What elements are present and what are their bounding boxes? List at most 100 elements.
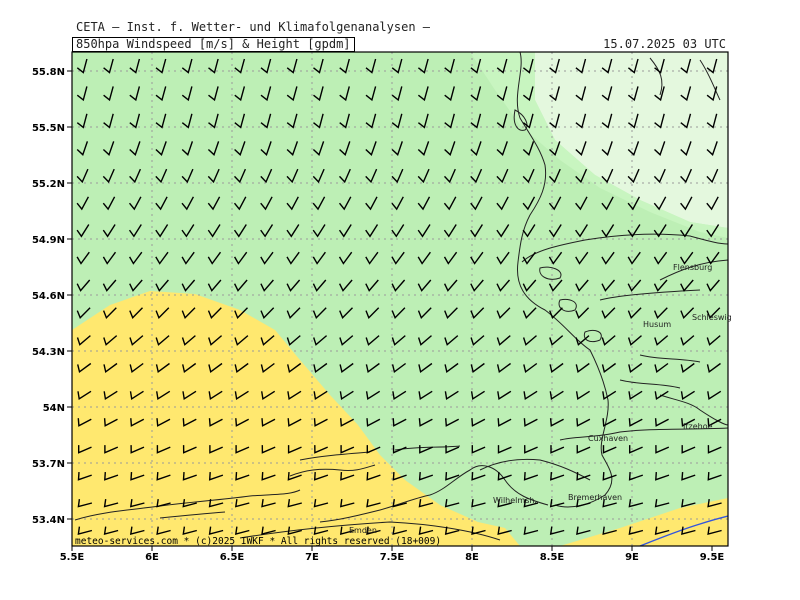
wind-barb [234,307,248,319]
latitude-axis: 55.8N 55.5N 55.2N 54.9N 54.6N 54.3N 54N 53.7N 53… [32,67,72,526]
wind-barbs [76,58,722,536]
wind-barb [627,168,640,184]
wind-barb [260,279,274,292]
wind-barb [497,498,512,508]
wind-barb [628,526,644,536]
wind-barb [286,196,299,211]
wind-barb [654,86,665,102]
wind-barb [234,86,246,102]
wind-barb [130,445,145,454]
wind-barb [103,86,114,102]
wind-barb [681,472,696,481]
wind-barb [680,362,695,373]
wind-barb [339,390,354,400]
wind-barb [628,362,643,373]
wind-barb [418,498,434,508]
wind-barb [418,362,433,373]
wind-barb [234,362,249,373]
lat-label: 55.8N [32,67,65,78]
header-parameter: 850hpa Windspeed [m/s] & Height [gpdm] [72,37,355,52]
wind-barb [76,279,91,292]
wind-barb [496,141,508,156]
wind-barb [470,224,483,238]
lon-label: 8E [465,552,479,563]
wind-barb [103,390,118,400]
wind-barb [392,390,407,400]
wind-barb [550,445,565,454]
wind-barb [654,362,669,373]
map-field [72,52,728,546]
wind-barb [575,224,588,238]
wind-barb [601,251,615,265]
wind-barb [207,307,222,319]
wind-barb [601,335,616,346]
wind-barb [182,472,197,481]
wind-barb [576,445,591,454]
wind-barb [549,86,560,102]
wind-barb [418,526,434,536]
wind-barb [653,196,667,211]
wind-barb [392,472,407,481]
wind-barb [418,390,433,400]
wind-barb [549,141,561,156]
wind-barb [629,445,643,454]
wind-barb [419,445,433,454]
wind-barb [471,499,486,508]
wind-barb [102,307,117,319]
city-wilhelmshaven: Wilhelmsh. [493,496,537,505]
wind-barb [706,224,720,238]
wind-barb [286,224,300,238]
wind-barb [418,472,434,481]
wind-barb [77,362,92,373]
wind-barb [654,58,665,74]
wind-barb [627,58,639,74]
wind-barb [417,335,432,346]
wind-barb [76,196,90,211]
wind-barb [208,362,223,373]
wind-barb [233,224,247,238]
wind-barb [470,251,484,265]
wind-barb [366,418,381,427]
wind-barb [391,251,405,265]
wind-barb [417,279,432,292]
wind-barb [128,251,143,265]
wind-barb [444,362,459,373]
city-schleswig: Schleswig [692,313,732,322]
wind-barb [76,86,88,102]
wind-barb [444,86,455,102]
wind-barb [233,168,247,184]
wind-barb [313,86,324,102]
city-itzehoe: Itzehoe [683,422,713,431]
wind-barb [287,498,302,508]
lon-label: 9.5E [700,552,725,563]
wind-barb [706,335,721,346]
wind-barb [182,526,197,536]
wind-barb [470,58,482,74]
wind-speed-band-light-green [470,52,728,238]
wind-barb [627,86,639,102]
wind-barb [497,445,512,454]
wind-barb [235,445,250,454]
wind-barb [601,113,613,129]
wind-barb [575,113,587,129]
wind-barb [627,224,641,238]
wind-barb [103,58,114,74]
wind-barb [182,498,197,508]
wind-barb [654,418,669,427]
wind-barb [575,279,589,292]
wind-barb [417,141,430,156]
wind-barb [576,498,591,508]
wind-barb [549,113,560,129]
wind-barb [627,279,642,292]
wind-barb [443,196,457,211]
wind-barb [391,307,406,319]
wind-barb [339,113,350,129]
wind-barb [470,168,483,184]
wind-barb [706,362,721,373]
lon-label: 6E [145,552,159,563]
wind-barb [496,168,509,184]
river-elbe [639,515,728,546]
wind-barb [655,445,670,454]
wind-barb [313,418,328,427]
wind-barb [549,335,564,346]
